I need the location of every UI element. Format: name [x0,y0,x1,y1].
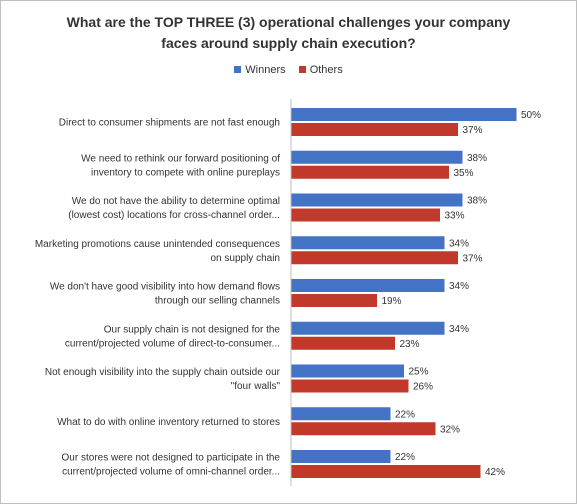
bar-winners [291,364,404,378]
data-label-winners: 38% [467,153,487,164]
legend-label-winners: Winners [245,64,286,76]
category-label: We need to rethink our forward positioni… [81,153,280,178]
data-label-others: 26% [413,382,433,393]
bar-others [291,465,481,478]
legend-label-others: Others [309,64,343,76]
data-label-winners: 34% [449,238,469,249]
data-label-others: 32% [440,424,460,435]
data-label-winners: 50% [521,110,541,121]
chart-title: What are the TOP THREE (3) operational c… [21,12,556,54]
bar-winners [291,108,517,121]
category-label: What to do with online inventory returne… [57,417,280,428]
data-label-winners: 25% [409,367,429,378]
category-label: We don't have good visibility into how d… [50,282,280,307]
legend-swatch-winners [234,66,242,73]
bar-winners [291,407,391,421]
data-label-winners: 34% [449,324,469,335]
bar-others [291,336,395,350]
data-label-winners: 22% [395,452,415,463]
data-label-others: 37% [463,253,483,264]
legend-swatch-others [298,66,306,73]
bar-others [291,165,449,179]
data-label-others: 19% [382,296,402,307]
category-label: Marketing promotions cause unintended co… [35,239,280,264]
bar-others [291,123,458,136]
data-label-others: 42% [485,467,505,478]
category-label: Our supply chain is not designed for the… [65,324,281,349]
chart-title-line-2: faces around supply chain execution? [161,35,416,51]
bar-others [291,379,409,393]
bar-others [291,422,436,436]
data-label-others: 33% [445,211,465,222]
data-label-others: 23% [400,339,420,350]
data-label-winners: 22% [395,409,415,420]
data-label-winners: 34% [449,281,469,292]
bar-winners [291,150,463,164]
bar-winners [291,279,445,292]
bar-others [291,208,440,222]
category-label: Not enough visibility into the supply ch… [45,367,281,392]
category-label: Our stores were not designed to particip… [62,453,281,478]
category-label: We do not have the ability to determine … [68,196,280,221]
category-label: Direct to consumer shipments are not fas… [59,118,280,129]
bar-others [291,251,458,265]
chart-legend: Winners Others [1,64,576,76]
data-label-others: 37% [463,125,483,136]
bar-winners [291,193,463,207]
bar-winners [291,236,445,250]
legend-item-others: Others [298,64,343,76]
data-label-winners: 38% [467,196,487,207]
data-label-others: 35% [454,168,474,179]
bar-winners [291,450,391,463]
bar-others [291,294,377,307]
bar-winners [291,321,445,335]
legend-item-winners: Winners [234,64,286,76]
chart-title-line-1: What are the TOP THREE (3) operational c… [66,14,511,30]
